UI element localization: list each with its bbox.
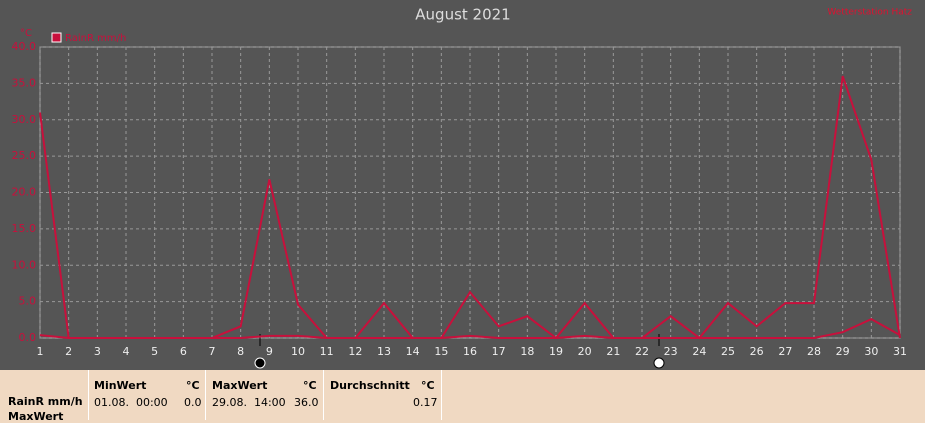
- x-tick-label: 2: [65, 345, 72, 358]
- legend-label: RainR mm/h: [65, 33, 126, 44]
- station-name: Wetterstation Hatz: [827, 8, 912, 18]
- chart-title: August 2021: [415, 6, 510, 24]
- x-tick-label: 7: [209, 345, 216, 358]
- x-tick-label: 13: [377, 345, 391, 358]
- separator: [323, 370, 324, 420]
- y-tick-label: 35.0: [12, 76, 37, 89]
- background: [0, 0, 925, 370]
- x-tick-label: 16: [463, 345, 477, 358]
- x-tick-label: 22: [635, 345, 649, 358]
- row-label: RainR mm/h: [8, 395, 83, 408]
- col-time: 01.08. 00:00: [94, 396, 168, 409]
- x-tick-label: 3: [94, 345, 101, 358]
- x-tick-label: 10: [291, 345, 305, 358]
- legend-swatch: [51, 32, 62, 43]
- x-tick-label: 29: [836, 345, 850, 358]
- y-tick-label: 5.0: [19, 295, 37, 308]
- separator: [88, 370, 89, 420]
- data-line: [39, 317, 901, 339]
- col-header: MinWert: [94, 379, 147, 392]
- x-tick-label: 15: [434, 345, 448, 358]
- col-unit: °C: [186, 379, 200, 392]
- col-unit: °C: [303, 379, 317, 392]
- row-label: MaxWert: [8, 410, 64, 423]
- moon-icon: [653, 357, 665, 369]
- col-value: 36.0: [294, 396, 319, 409]
- x-tick-label: 18: [520, 345, 534, 358]
- x-tick-label: 11: [320, 345, 334, 358]
- x-tick-label: 12: [348, 345, 362, 358]
- separator: [441, 370, 442, 420]
- x-tick-label: 8: [237, 345, 244, 358]
- x-tick-label: 6: [180, 345, 187, 358]
- y-tick-label: 30.0: [12, 113, 37, 126]
- col-value: 0.0: [184, 396, 202, 409]
- y-tick-label: 20.0: [12, 186, 37, 199]
- x-tick-label: 4: [123, 345, 130, 358]
- x-tick-label: 9: [266, 345, 273, 358]
- x-tick-label: 5: [151, 345, 158, 358]
- col-value: 0.17: [413, 396, 438, 409]
- x-tick-label: 23: [664, 345, 678, 358]
- x-tick-label: 28: [807, 345, 821, 358]
- moon-icon: [254, 357, 266, 369]
- y-tick-label: 15.0: [12, 222, 37, 235]
- x-tick-label: 19: [549, 345, 563, 358]
- y-unit: °C: [20, 28, 32, 39]
- chart: August 2021 Wetterstation Hatz °C RainR …: [0, 0, 925, 370]
- x-tick-label: 30: [864, 345, 878, 358]
- y-tick-label: 0.0: [19, 331, 37, 344]
- separator: [205, 370, 206, 420]
- x-tick-label: 21: [606, 345, 620, 358]
- y-tick-label: 25.0: [12, 149, 37, 162]
- x-tick-label: 20: [578, 345, 592, 358]
- x-tick-label: 14: [406, 345, 420, 358]
- x-tick-label: 31: [893, 345, 907, 358]
- x-tick-label: 25: [721, 345, 735, 358]
- x-tick-label: 24: [692, 345, 706, 358]
- col-unit: °C: [421, 379, 435, 392]
- col-header: MaxWert: [212, 379, 268, 392]
- col-header: Durchschnitt: [330, 379, 410, 392]
- y-tick-label: 40.0: [12, 40, 37, 53]
- x-tick-label: 26: [750, 345, 764, 358]
- x-tick-label: 17: [492, 345, 506, 358]
- x-tick-label: 27: [778, 345, 792, 358]
- y-tick-label: 10.0: [12, 258, 37, 271]
- x-tick-label: 1: [37, 345, 44, 358]
- summary-panel: RainR mm/h MaxWert MinWert °C 01.08. 00:…: [0, 370, 925, 423]
- col-time: 29.08. 14:00: [212, 396, 286, 409]
